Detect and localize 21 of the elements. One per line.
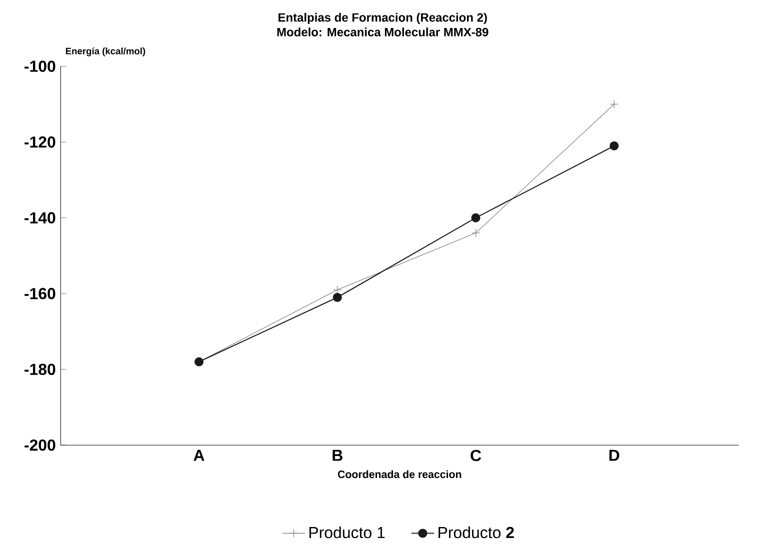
point: [610, 100, 618, 109]
y-axis-title: Energía (kcal/mol): [66, 48, 146, 56]
y-tick-label: -100: [24, 60, 56, 72]
chart-subtitle: Modelo: Mecanica Molecular MMX-89: [277, 28, 488, 36]
y-tick-label: -180: [24, 364, 56, 376]
y-tick-label: -160: [24, 288, 56, 300]
point: [471, 213, 480, 222]
y-tick-label: -200: [24, 440, 56, 451]
x-tick-label: C: [470, 450, 482, 462]
chart-title: Entalpias de Formacion (Reaccion 2): [278, 13, 487, 24]
y-tick-label: -140: [24, 212, 56, 224]
legend-label: Producto 2: [438, 526, 514, 538]
point: [610, 141, 619, 150]
legend-label: Producto 1: [309, 526, 385, 538]
y-tick-label: -120: [24, 136, 56, 148]
point: [471, 228, 480, 238]
x-tick-label: B: [332, 450, 342, 461]
x-tick-label: A: [194, 450, 204, 461]
x-axis-title: Coordenada de reaccion: [338, 470, 462, 478]
x-tick-label: D: [609, 450, 620, 461]
point: [332, 292, 342, 302]
